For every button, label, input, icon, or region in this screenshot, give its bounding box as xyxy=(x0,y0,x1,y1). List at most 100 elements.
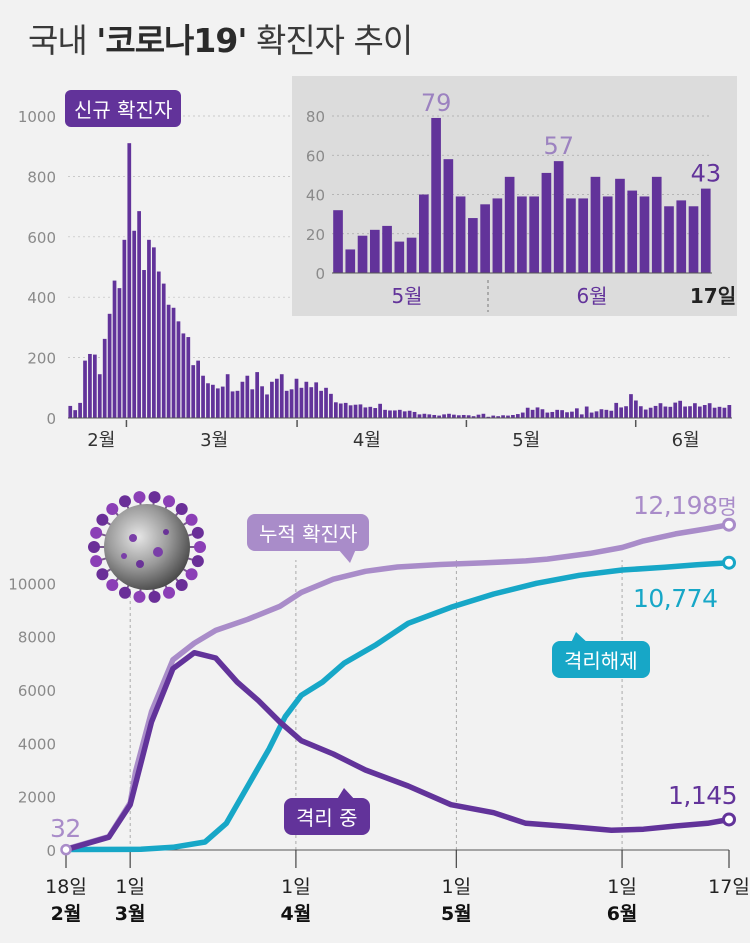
daily-bar xyxy=(117,288,122,418)
daily-bar xyxy=(653,405,658,418)
daily-bar xyxy=(230,391,235,418)
daily-bar xyxy=(358,404,363,418)
inset-bar xyxy=(517,196,527,273)
daily-bar xyxy=(388,410,392,418)
daily-bar xyxy=(73,410,78,418)
daily-bar xyxy=(437,415,442,418)
series-start-marker xyxy=(60,843,72,856)
daily-bar xyxy=(402,411,407,418)
daily-bar xyxy=(722,407,727,418)
daily-bar xyxy=(678,400,683,418)
inset-bar xyxy=(578,198,589,273)
inset-peak-label: 43 xyxy=(691,160,722,188)
cumulative-ytick-label: 10000 xyxy=(8,575,56,593)
daily-bar xyxy=(274,378,279,418)
daily-bar xyxy=(112,280,117,418)
virus-spike-head xyxy=(175,579,188,592)
daily-bar xyxy=(343,402,348,418)
daily-bar xyxy=(466,415,471,418)
cumulative-label: 누적 확진자 xyxy=(247,514,370,551)
start-value: 32 xyxy=(50,814,81,843)
daily-bar xyxy=(279,374,284,418)
virus-spike-head xyxy=(88,541,100,553)
daily-bar xyxy=(594,411,599,418)
cumulative-x-month-label: 6월 xyxy=(607,903,638,925)
daily-bar xyxy=(235,390,240,418)
daily-bar xyxy=(378,403,382,418)
daily-bar xyxy=(397,409,402,418)
inset-bar xyxy=(394,241,405,273)
daily-bar xyxy=(511,414,515,418)
daily-bar xyxy=(648,407,653,418)
daily-bar xyxy=(520,412,525,418)
daily-bar xyxy=(309,387,314,418)
virus-spike-head xyxy=(96,513,109,526)
series-end-marker xyxy=(722,517,736,532)
inset-bar xyxy=(627,190,638,273)
daily-bar xyxy=(688,406,692,418)
daily-badge: 신규 확진자 xyxy=(65,90,182,127)
daily-bar xyxy=(707,403,712,418)
inset-ytick-label: 20 xyxy=(306,226,325,244)
inset-bar xyxy=(369,229,380,273)
cumulative-label-tail xyxy=(338,549,356,563)
daily-bar xyxy=(422,413,427,418)
daily-bar xyxy=(88,353,92,418)
daily-bar xyxy=(717,406,722,418)
daily-bar xyxy=(525,407,530,418)
page-title: 국내 '코로나19' 확진자 추이 xyxy=(28,14,413,62)
inset-bar xyxy=(468,218,478,273)
daily-bar xyxy=(638,406,643,418)
series-end-marker xyxy=(722,812,736,827)
virus-spike-head xyxy=(194,541,206,553)
daily-bar xyxy=(92,354,97,418)
inset-bar xyxy=(419,194,429,273)
daily-bar xyxy=(624,406,628,418)
inset-bar xyxy=(651,176,662,273)
daily-bar xyxy=(579,414,584,418)
daily-bar xyxy=(132,230,137,418)
daily-bar xyxy=(456,415,461,418)
cumulative-x-day-label: 1일 xyxy=(281,876,311,898)
daily-bar xyxy=(68,405,73,418)
daily-ytick-label: 1000 xyxy=(18,108,56,126)
inset-bar xyxy=(431,117,441,274)
coronavirus-icon xyxy=(88,491,206,603)
daily-bar xyxy=(702,405,707,418)
daily-bar xyxy=(575,408,579,418)
daily-bar xyxy=(589,412,594,418)
inset-bar xyxy=(553,161,564,273)
daily-ytick-label: 0 xyxy=(46,410,56,428)
daily-bar xyxy=(122,239,127,418)
virus-spike-head xyxy=(118,495,131,508)
inset-bar xyxy=(700,188,711,273)
daily-ytick-label: 200 xyxy=(27,350,56,368)
virus-spike-head xyxy=(90,555,103,568)
daily-ytick-label: 600 xyxy=(27,229,56,247)
daily-bar xyxy=(329,393,333,418)
inset-bar xyxy=(664,206,674,273)
virus-spike-head xyxy=(185,513,198,526)
daily-bar xyxy=(161,283,166,418)
inset-bar xyxy=(529,196,539,273)
daily-bar xyxy=(486,416,491,418)
daily-bar xyxy=(270,381,274,418)
daily-bar xyxy=(658,403,663,418)
inset-bar xyxy=(382,225,392,273)
daily-bar xyxy=(294,378,299,418)
daily-bar xyxy=(176,321,181,418)
title-highlight: '코로나19' xyxy=(96,21,247,60)
daily-bar xyxy=(663,406,668,418)
virus-spike-head xyxy=(175,502,188,515)
cumulative-x-day-label: 1일 xyxy=(442,876,472,898)
inset-bar xyxy=(504,176,515,273)
daily-bar xyxy=(570,411,574,418)
cumulative-x-day-label: 1일 xyxy=(607,876,637,898)
daily-bar xyxy=(338,403,343,418)
daily-bar xyxy=(171,307,176,418)
cumulative-x-month-label: 2월 xyxy=(51,903,82,925)
daily-bar xyxy=(560,410,564,418)
daily-bar xyxy=(481,413,486,418)
daily-month-label: 5월 xyxy=(512,430,540,451)
daily-bar xyxy=(727,405,732,418)
